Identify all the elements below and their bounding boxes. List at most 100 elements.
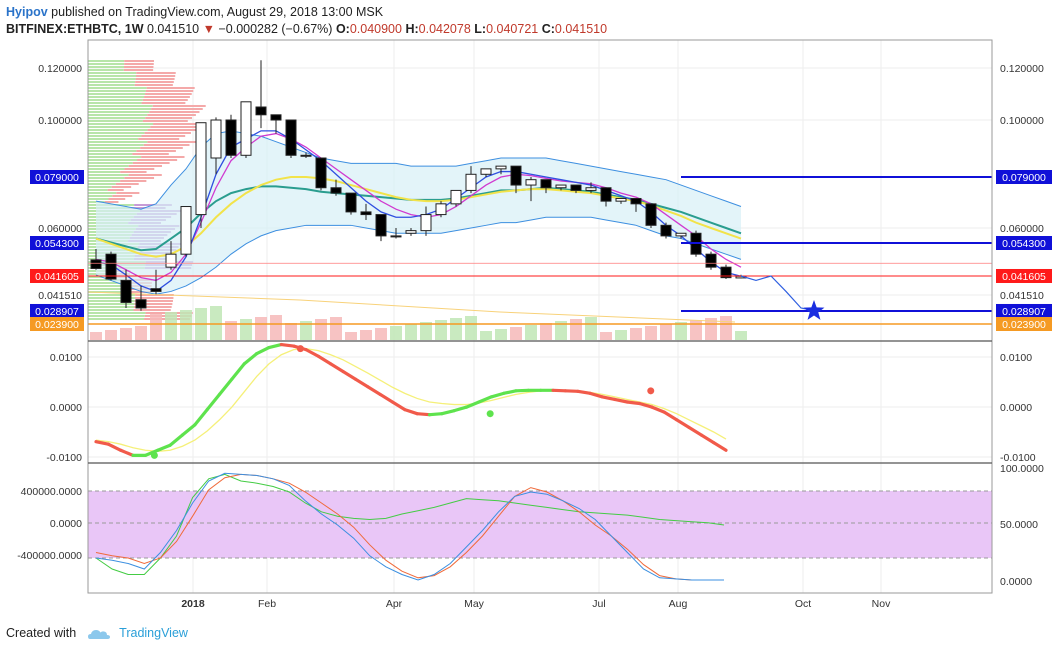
macd-segment (180, 423, 197, 437)
level-tag-left (30, 303, 84, 318)
level-tag-right (996, 303, 1052, 318)
macd-segment (366, 385, 382, 396)
volume-bar (345, 332, 357, 340)
open-value: 0.040900 (349, 22, 402, 36)
volume-profile-bar (134, 84, 173, 86)
candle-body (675, 232, 687, 237)
volume-profile-bar (88, 78, 136, 80)
volume-profile-bar (141, 156, 185, 158)
volume-profile-bar (88, 75, 136, 77)
price-tick-label-right: 0.041510 (1000, 290, 1044, 302)
candle-body (645, 203, 657, 226)
volume-profile-bar (135, 78, 175, 80)
level-tag-label-right: 0.054300 (1002, 238, 1046, 250)
volume-bar (480, 331, 492, 340)
stoch-line-red (95, 473, 724, 581)
low-value: 0.040721 (486, 22, 539, 36)
time-axis-label: Feb (258, 598, 276, 610)
price-pane (88, 60, 992, 325)
volume-profile-bar (88, 117, 146, 119)
volume-bar (150, 314, 162, 340)
volume-profile-bar (120, 171, 147, 173)
volume-bar (315, 319, 327, 340)
volume-profile-bar (135, 75, 176, 77)
volume-bar (720, 316, 732, 340)
volume-profile-bar (88, 93, 146, 95)
volume-profile-bar (140, 147, 183, 149)
level-tag-left (30, 236, 84, 250)
publish-info: published on TradingView.com, August 29,… (51, 5, 384, 19)
candle-body (585, 187, 597, 191)
volume-profile-bar (132, 162, 170, 164)
time-axis-label: Aug (669, 598, 688, 610)
volume-profile-bar (144, 132, 191, 134)
volume-bar (735, 331, 747, 340)
tradingview-link[interactable]: TradingView (119, 626, 188, 640)
volume-profile-bar (88, 312, 146, 314)
volume-bar (360, 330, 372, 340)
volume-bar (540, 323, 552, 340)
price-tick-label-left: 0.100000 (38, 115, 82, 127)
stoch-line-blue (95, 472, 724, 581)
macd-tick-label-left: 0.0100 (50, 352, 82, 364)
price-tick-label-right: 0.060000 (1000, 223, 1044, 235)
volume-profile-bar (116, 192, 140, 194)
candle-body (495, 165, 507, 170)
volume-profile-bar (88, 288, 123, 290)
volume-profile-bar (151, 108, 203, 110)
macd-segment (230, 362, 246, 381)
level-tag-left (30, 268, 84, 283)
macd-segment (217, 377, 234, 396)
volume-profile-bar (88, 177, 125, 179)
macd-segment (613, 397, 629, 404)
volume-profile-bar (124, 60, 154, 62)
symbol-label[interactable]: BITFINEX:ETHBTC, 1W (6, 22, 144, 36)
tradingview-cloud-icon (87, 629, 110, 639)
candle-body (465, 173, 477, 191)
volume-profile-bar (142, 99, 188, 101)
level-tag-left (30, 170, 84, 184)
volume-profile-bar (144, 96, 190, 98)
macd-segment (168, 433, 185, 447)
volume-profile-bar (88, 162, 133, 164)
candle-body (315, 157, 327, 189)
volume-bar (390, 326, 402, 340)
volume-profile-bar (88, 111, 150, 113)
macd-segment (452, 405, 469, 413)
volume-profile-bar (104, 201, 119, 203)
author-link[interactable]: Hyipov (6, 5, 48, 19)
close-value: 0.041510 (554, 22, 608, 36)
macd-segment (94, 440, 110, 446)
macd-tick-label-left: 0.0000 (50, 402, 82, 414)
candle-body (90, 259, 102, 269)
volume-profile-bar (88, 132, 145, 134)
volume-profile-bar (88, 174, 129, 176)
volume-bar (465, 316, 477, 340)
volume-profile-bar (88, 309, 134, 311)
volume-bar (210, 306, 222, 340)
candle-body (165, 253, 177, 268)
macd-segment (119, 448, 135, 457)
volume-bar (600, 332, 612, 340)
candle-body (345, 192, 357, 213)
volume-bar (225, 321, 237, 340)
price-tick-label-left: 0.041510 (38, 290, 82, 302)
pane-frames (87, 39, 993, 594)
macd-segment (378, 392, 395, 404)
volume-bar (630, 328, 642, 340)
price-change: −0.000282 (−0.67%) (218, 22, 333, 36)
volume-profile-bar (88, 105, 153, 107)
volume-profile-bar (88, 129, 148, 131)
volume-bar (90, 332, 102, 340)
volume-bar (165, 312, 177, 340)
candle-body (570, 184, 582, 191)
level-tag-right (996, 268, 1052, 283)
volume-profile-bar (122, 291, 152, 293)
candle-body (120, 279, 132, 303)
macd-segment (279, 342, 296, 348)
volume-profile-bar (124, 177, 155, 179)
level-tag-label-right: 0.079000 (1002, 172, 1046, 184)
macd-cross-dot (296, 345, 304, 353)
volume-profile-bar (134, 306, 172, 308)
